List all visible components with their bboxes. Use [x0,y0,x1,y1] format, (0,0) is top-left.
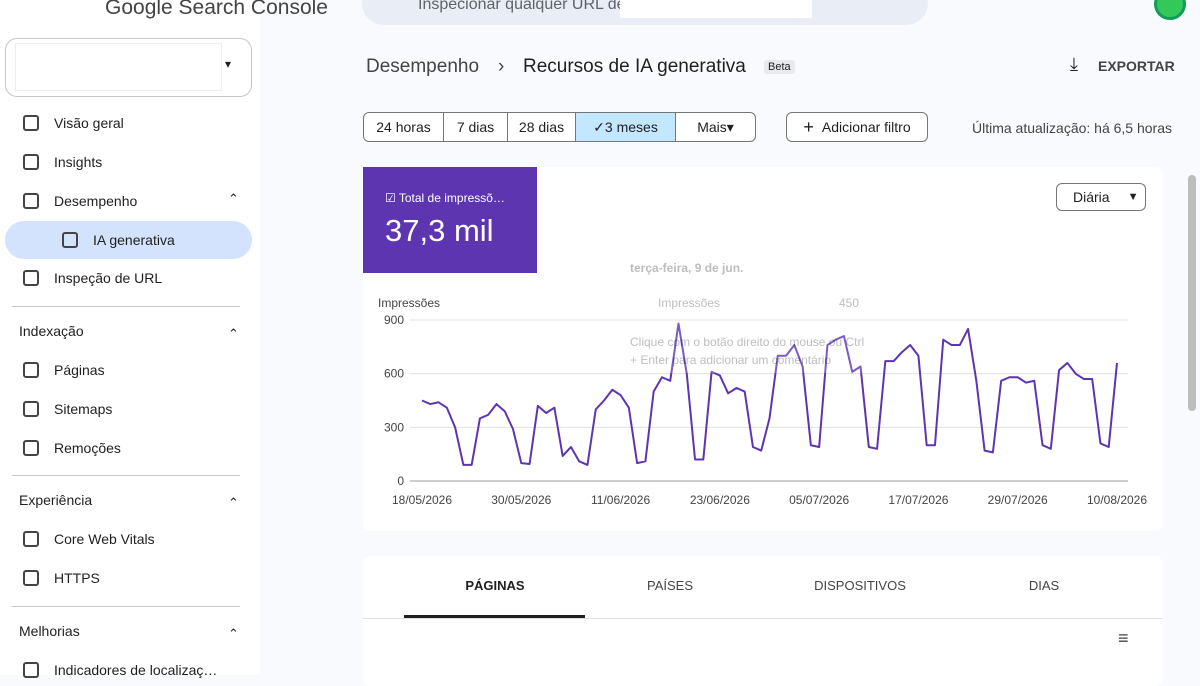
nav-icon [23,154,39,170]
tab[interactable]: PÁGINAS [465,578,525,593]
y-tick-label: 300 [384,420,404,434]
redacted [620,0,812,18]
download-icon: ⤓ [1070,54,1078,74]
range-button[interactable]: Mais ▾ [675,112,756,142]
breadcrumb-sep: › [498,56,505,77]
sidebar [0,0,260,675]
nav-item[interactable]: Desempenho [54,193,138,209]
line-series [421,322,1118,466]
add-filter[interactable]: + Adicionar filtro [786,112,928,142]
nav-icon [23,362,39,378]
range-button[interactable]: 24 horas [363,112,444,142]
beta-badge: Beta [764,60,795,74]
nav-item[interactable]: Insights [54,154,103,170]
metric-card[interactable]: ☑ Total de impressõ… 37,3 mil [363,167,537,273]
granularity-select[interactable]: Diária ▼ [1056,183,1146,211]
y-tick-label: 900 [384,313,404,327]
divider [363,618,1163,619]
nav-icon [23,270,39,286]
nav-icon [23,115,39,131]
breadcrumb-parent[interactable]: Desempenho [366,56,480,77]
tab-indicator [404,615,585,618]
search-placeholder: Inspecionar qualquer URL de [418,0,626,13]
redacted [16,44,221,90]
export-button[interactable]: EXPORTAR [1098,58,1175,74]
filter-icon[interactable]: ≡ [1118,628,1129,648]
nav-item[interactable]: HTTPS [54,570,100,586]
granularity-label: Diária [1073,189,1110,205]
expand-icon[interactable]: ⌃ [228,626,239,641]
product-name: Google Search Console [105,0,328,19]
nav-icon [23,193,39,209]
avatar[interactable] [1154,0,1186,20]
x-tick-label: 30/05/2026 [491,493,551,507]
y-tick-label: 0 [397,474,404,488]
nav-icon [23,570,39,586]
nav-item[interactable]: Remoções [54,440,121,456]
nav-icon [23,401,39,417]
expand-icon[interactable]: ⌃ [228,326,239,341]
tooltip-date: terça-feira, 9 de jun. [630,261,744,275]
chart: Impressões 0 300 600 900 18/05/2026 30/05/202… [378,296,1147,507]
add-filter-label: Adicionar filtro [821,119,911,135]
tooltip-series: Impressões [658,296,721,310]
range-label: 7 dias [456,119,495,135]
nav-item[interactable]: Core Web Vitals [54,531,155,547]
x-tick-label: 23/06/2026 [690,493,750,507]
plus-icon: + [803,116,814,137]
section-title[interactable]: Indexação [19,323,84,339]
nav-item[interactable]: IA generativa [93,232,175,248]
metric-value: 37,3 mil [385,213,494,248]
nav-icon [62,232,78,248]
tooltip: terça-feira, 9 de jun. Impressões 450 Cl… [614,243,878,373]
range-label: 28 dias [518,119,565,135]
metric-label: ☑ Total de impressõ… [385,191,505,205]
nav-item[interactable]: Visão geral [54,115,124,131]
x-tick-label: 10/08/2026 [1087,493,1147,507]
range-button[interactable]: 28 dias [507,112,576,142]
range-label: 3 meses [604,119,658,135]
expand-icon[interactable]: ⌃ [228,495,239,510]
range-label: 24 horas [376,119,431,135]
property-select[interactable]: ▾ [5,38,252,97]
tooltip-value: 450 [839,296,860,310]
tooltip-hint: Clique com o botão direito do mouse ou C… [630,335,865,367]
metric-label-text: Total de impressõ… [398,191,505,205]
x-tick-label: 18/05/2026 [392,493,452,507]
section-title[interactable]: Melhorias [19,623,80,639]
nav-icon [23,440,39,456]
range-button[interactable]: 7 dias [443,112,508,142]
tab[interactable]: PAÍSES [646,578,693,593]
x-tick-label: 11/06/2026 [591,493,650,507]
scrollbar[interactable] [1188,175,1196,411]
expand-icon[interactable]: ⌃ [228,191,239,206]
x-tick-label: 05/07/2026 [789,493,849,507]
section-title[interactable]: Experiência [19,492,93,508]
nav-selected-bg [5,221,252,259]
nav-item[interactable]: Sitemaps [54,401,113,417]
dropdown-icon: ▾ [225,57,232,71]
x-tick-label: 17/07/2026 [888,493,948,507]
range-label: Mais [697,119,727,135]
tab[interactable]: DISPOSITIVOS [814,578,906,593]
breadcrumb-current: Recursos de IA generativa [523,56,746,77]
tab[interactable]: DIAS [1028,578,1060,593]
range-button[interactable]: ✓ 3 meses [575,112,676,142]
nav-item[interactable]: Inspeção de URL [54,270,163,286]
table-card [363,556,1163,686]
x-tick-label: 29/07/2026 [988,493,1048,507]
nav-icon [23,662,39,678]
divider [12,475,240,476]
nav-icon [23,531,39,547]
y-tick-label: 600 [384,367,404,381]
nav-item[interactable]: Indicadores de localizaç… [54,662,218,678]
y-axis-label: Impressões [378,296,440,310]
divider [12,606,240,607]
last-update: Última atualização: há 6,5 horas [972,120,1172,136]
dropdown-icon: ▼ [1127,191,1139,203]
divider [12,306,240,307]
nav-item[interactable]: Páginas [54,362,105,378]
